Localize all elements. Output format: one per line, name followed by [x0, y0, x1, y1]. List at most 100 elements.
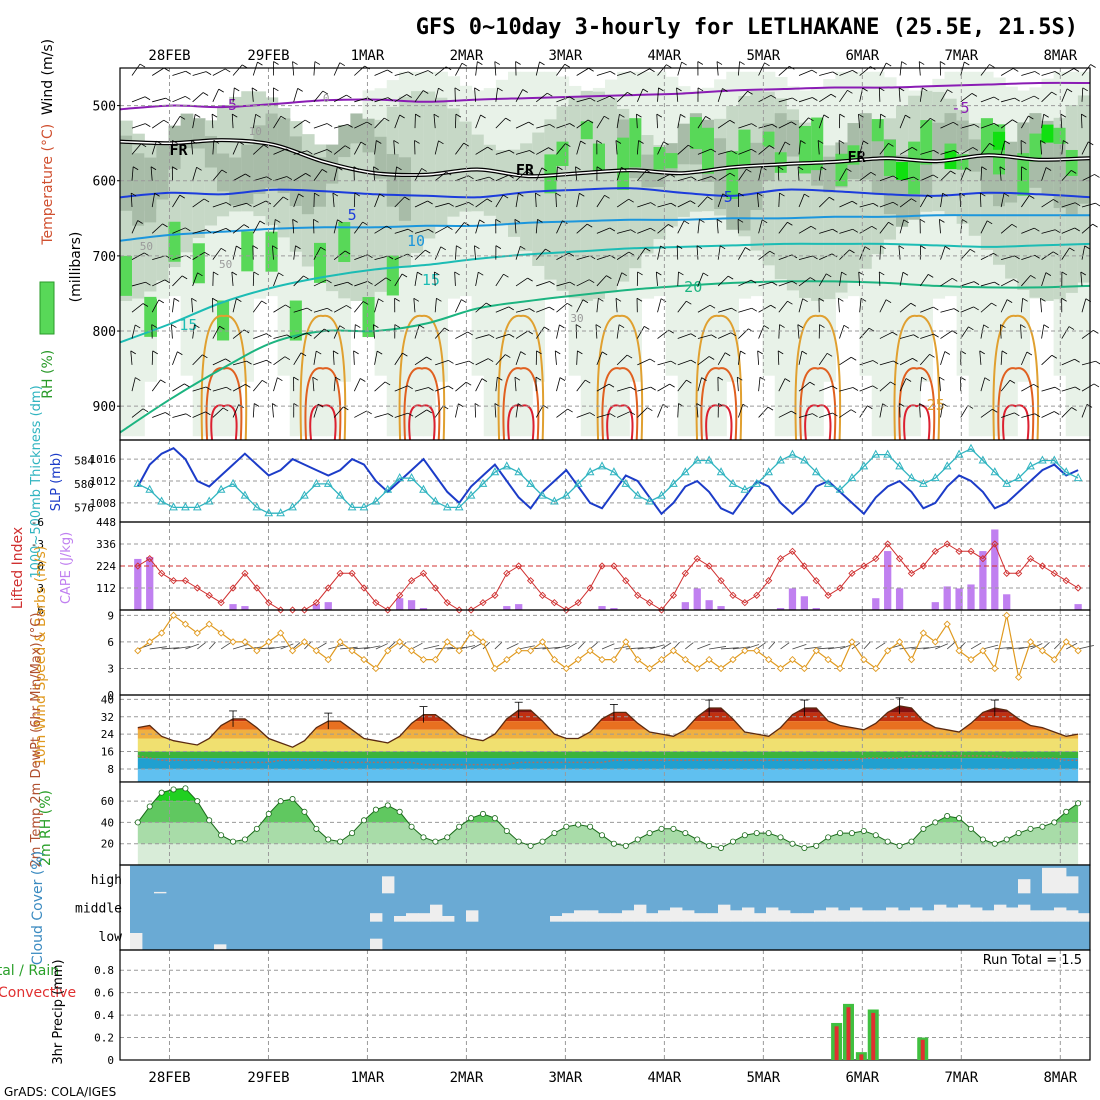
- wind-barb-flag: [293, 376, 299, 381]
- rh2m-point: [146, 803, 153, 810]
- rh2m-point: [1003, 836, 1010, 843]
- wind-speed-point: [1050, 655, 1058, 664]
- wind-barb-staff: [414, 90, 424, 103]
- rh2m-point: [349, 830, 356, 837]
- chart-title: GFS 0~10day 3-hourly for LETLHAKANE (25.…: [416, 15, 1078, 40]
- contour-label: 50: [219, 258, 232, 271]
- wind-barb-flag: [213, 140, 220, 144]
- contour-label: -5: [951, 99, 969, 117]
- wind-barb-staff: [656, 114, 658, 129]
- wind-barb-staff: [920, 118, 931, 129]
- wind-barb-flag: [1068, 326, 1075, 330]
- wind-barb-staff: [979, 193, 982, 208]
- wind-barb-staff: [697, 176, 712, 182]
- wind-barb-flag: [944, 246, 951, 250]
- wind-barb-flag: [337, 219, 343, 224]
- wind-barb-flag: [650, 202, 656, 206]
- wind10m-barb: [304, 641, 312, 650]
- wind10m-barb: [482, 641, 491, 650]
- wind-barb-flag: [649, 358, 656, 363]
- wind-barb-flag: [669, 383, 675, 388]
- wind10m-barb: [875, 642, 886, 650]
- rh2m-line: [134, 785, 1082, 851]
- wind-barb-staff: [252, 62, 258, 76]
- rh2m-point: [884, 838, 891, 845]
- wind-barb-staff: [515, 277, 528, 287]
- wind-barb-flag: [261, 379, 268, 384]
- wind-barb-staff: [899, 378, 907, 392]
- thickness-point: [907, 473, 916, 482]
- wind-barb-staff: [353, 350, 355, 365]
- wind-barb-flag: [921, 376, 927, 381]
- wind-barb-staff: [232, 64, 243, 76]
- wind-barb-flag: [1013, 279, 1019, 283]
- wind-barb-staff: [818, 196, 830, 208]
- middle-cloud-bar: [946, 907, 959, 922]
- wind-barb-staff: [333, 62, 341, 76]
- wind-barb-flag: [858, 271, 864, 276]
- wind-speed-point: [776, 664, 785, 673]
- lifted-index-point: [193, 584, 201, 592]
- wind-barb-staff: [393, 140, 396, 155]
- rh2m-point: [979, 836, 986, 843]
- wind-barb-flag: [769, 145, 775, 149]
- wind-barb-flag: [425, 249, 431, 254]
- wind-barb-flag: [751, 307, 757, 312]
- wind-barb-flag: [697, 61, 704, 65]
- rh2m-point: [670, 825, 677, 832]
- wind10m-barb: [577, 641, 585, 650]
- wind-barb-staff: [798, 140, 801, 155]
- wind-barb-flag: [1082, 87, 1088, 92]
- rh-dark-cell: [774, 113, 788, 160]
- wind-barb-flag: [385, 277, 392, 282]
- lifted-index-point: [824, 591, 832, 599]
- wind-barb-flag: [972, 147, 979, 151]
- wind-barb-flag: [729, 119, 735, 124]
- wind-barb-flag: [257, 61, 263, 66]
- ylabel-temperature: Temperature (°C): [40, 124, 56, 246]
- rh-mid-cell: [435, 97, 448, 226]
- thickness-point: [490, 467, 500, 476]
- wind-barb-flag: [717, 376, 724, 381]
- wind-barb-flag: [933, 333, 939, 338]
- rh-mid-cell: [677, 149, 691, 217]
- wind10m-tick-label: 0: [107, 689, 114, 702]
- lifted-index-point: [765, 577, 773, 585]
- wind-barb-flag: [628, 198, 634, 203]
- wind-barb-staff: [839, 228, 853, 234]
- lifted-index-point: [324, 584, 332, 592]
- rh-green-cell: [738, 129, 752, 165]
- wind-barb-flag: [1061, 297, 1067, 302]
- rh-green-cell: [192, 243, 206, 284]
- rh2m-point: [1015, 830, 1022, 837]
- wind-barb-staff: [536, 124, 550, 129]
- wind-barb-staff: [758, 219, 763, 234]
- rh2m-point: [289, 796, 296, 803]
- wind10m-barb: [566, 642, 577, 650]
- wind-barb-flag: [690, 333, 697, 338]
- wind-barb-staff: [758, 62, 765, 76]
- rh2m-point: [908, 838, 915, 845]
- wind-barb-flag: [1081, 113, 1087, 118]
- wind-barb-flag: [434, 271, 440, 276]
- wind-barb-staff: [192, 229, 207, 234]
- wind-barb-staff: [798, 69, 813, 76]
- wind-barb-flag: [898, 87, 905, 92]
- wind-barb-staff: [192, 324, 195, 339]
- wind-barb-flag: [1034, 227, 1040, 232]
- wind-barb-staff: [657, 298, 662, 313]
- lifted-index-point: [681, 569, 689, 577]
- wind-barb-staff: [655, 271, 658, 286]
- thickness-point: [133, 478, 143, 487]
- wind-barb-staff: [1081, 202, 1096, 208]
- wind-barb-flag: [727, 275, 734, 280]
- bottom-date-label: 5MAR: [747, 1070, 781, 1086]
- wind-barb-flag: [1074, 358, 1080, 363]
- wind-speed-point: [169, 611, 178, 619]
- wind-barb-flag: [761, 166, 767, 171]
- wind-barb-staff: [1000, 140, 1006, 155]
- warm-dome-contour: [210, 404, 238, 441]
- slp-tick-label: 1012: [90, 475, 117, 488]
- wind-barb-staff: [1021, 383, 1034, 392]
